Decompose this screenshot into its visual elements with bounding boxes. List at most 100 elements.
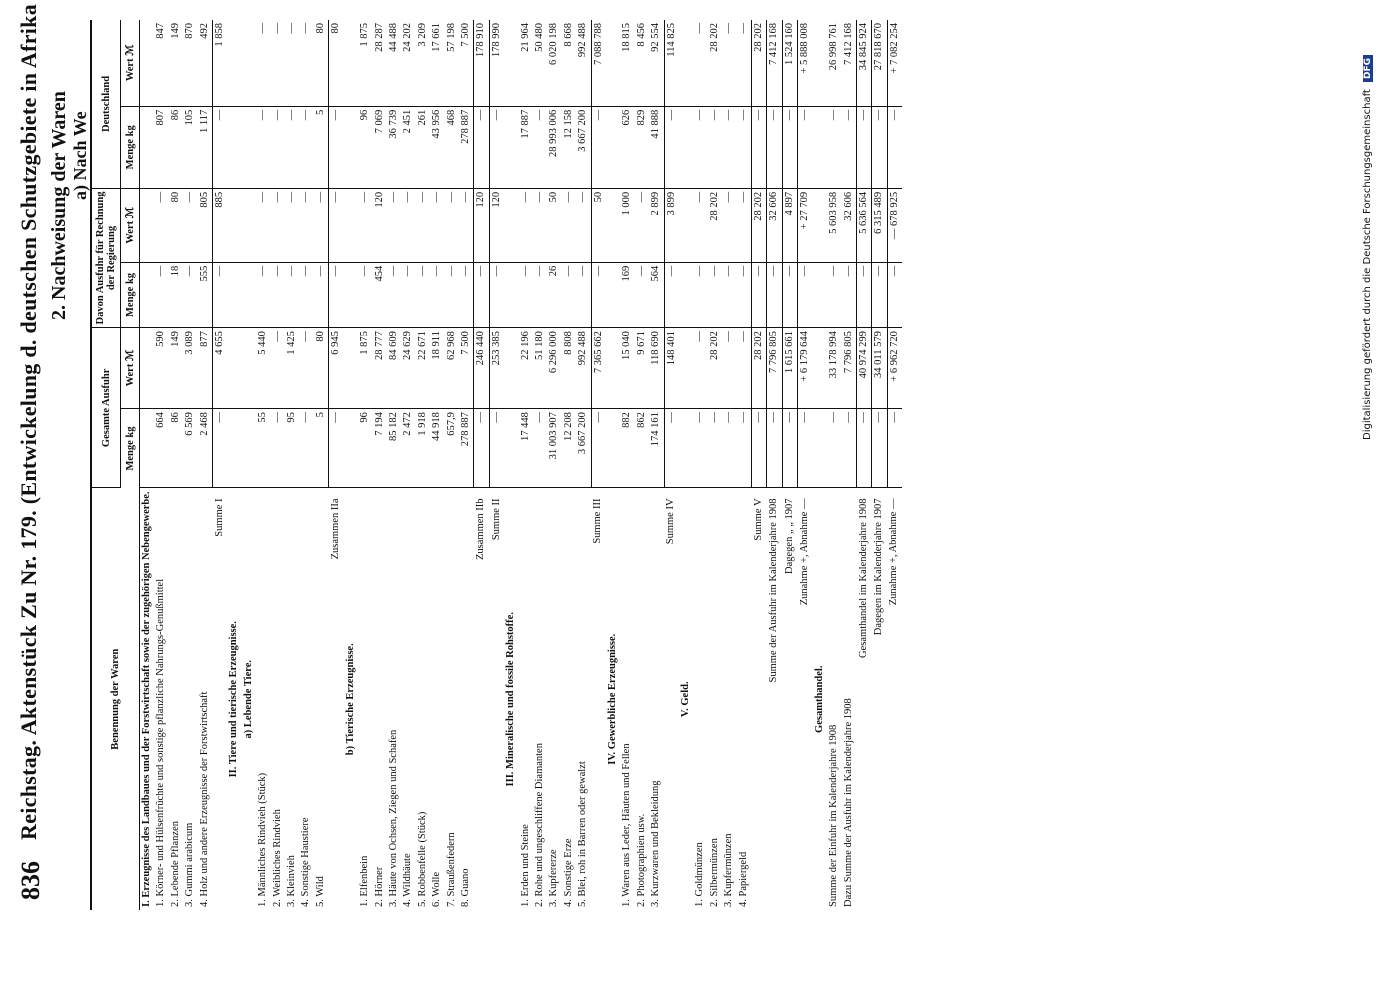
row-value: — (270, 106, 286, 189)
row-label: 3. Kupfererze (548, 849, 560, 907)
row-label: 1. Erden und Steine (519, 824, 531, 907)
row-value: 1 875 (358, 20, 373, 107)
row-value: — (664, 106, 680, 189)
sum-row: Gesamthandel im Kalenderjahre 1908—40 97… (856, 20, 872, 910)
row-label: Summe I (213, 498, 225, 537)
row-value: — (299, 188, 314, 263)
row-value: — (782, 106, 798, 189)
row-value: 7 500 (458, 327, 474, 409)
row-value: — (415, 262, 431, 328)
row-value: 7 412 168 (841, 20, 857, 107)
row-value: 7 796 805 (766, 327, 783, 409)
row-value: 24 202 (401, 20, 416, 107)
header-menge: Menge kg (120, 106, 140, 189)
row-value: + 6 179 644 (797, 327, 813, 409)
row-label: 1. Männliches Rindvieh (Stück) (257, 772, 269, 907)
row-value (606, 20, 621, 107)
row-value: — (328, 262, 344, 328)
row-label: Summe IV (665, 498, 677, 545)
row-value: — (299, 262, 314, 328)
row-value: 261 (415, 106, 431, 189)
row-value (241, 20, 257, 107)
section-heading-row: a) Lebende Tiere. (241, 20, 257, 910)
row-value: 95 (285, 408, 300, 488)
sum-row: Zunahme +, Abnahme — — + 6 962 720— — 678 9… (887, 20, 903, 910)
row-value: 18 815 (620, 20, 635, 107)
row-value (504, 262, 519, 328)
table-row: 3. Kleinvieh 95 1 425— — — — (285, 20, 300, 910)
row-value: — (591, 262, 606, 328)
section-heading-row: II. Tiere und tierische Erzeugnisse. (227, 20, 242, 910)
row-value: 7 412 168 (766, 20, 783, 107)
row-value: — (827, 262, 842, 328)
row-label: 2. Silbermünzen (708, 838, 720, 907)
table-row: Dazu Summe der Ausfuhr im Kalenderjahre … (841, 20, 857, 910)
row-value: 805 (197, 188, 213, 263)
row-value (139, 408, 155, 488)
row-value: — (722, 188, 737, 263)
row-value: 96 (358, 408, 373, 488)
table-row: 3. Häute von Ochsen, Ziegen und Schafen 8… (386, 20, 402, 910)
row-value: 1 117 (197, 106, 213, 189)
row-value: — (561, 188, 577, 263)
row-value: 2 472 (401, 408, 416, 488)
row-value: — (871, 106, 888, 189)
row-value: 178 990 (489, 20, 505, 107)
row-value (606, 327, 621, 409)
row-label: V. Geld. (680, 681, 692, 718)
row-value: — (871, 408, 888, 488)
row-value: — (518, 262, 533, 328)
row-value: — (532, 188, 548, 263)
row-value: 246 440 (473, 327, 490, 409)
row-label: 2. Weibliches Rindvieh (271, 809, 283, 907)
section-heading-row: III. Mineralische und fossile Rohstoffe. (504, 20, 519, 910)
row-label: 1. Elfenbein (359, 855, 371, 907)
row-value: — (154, 188, 169, 263)
row-label: 3. Kleinvieh (286, 855, 298, 907)
row-value: — (183, 262, 198, 328)
row-value: 7 088 788 (591, 20, 606, 107)
row-value: — (827, 408, 842, 488)
row-value: — (489, 106, 505, 189)
sum-row: Summe II —253 385—120—178 990 (489, 20, 505, 910)
row-value: — (489, 408, 505, 488)
row-value (241, 327, 257, 409)
row-value: 169 (620, 262, 635, 328)
row-value: — (782, 408, 798, 488)
row-value: 6 945 (328, 327, 344, 409)
row-value: — (299, 327, 314, 409)
row-value: — (707, 262, 723, 328)
row-value: — (736, 106, 752, 189)
row-value: — (736, 20, 752, 107)
row-value: — (256, 106, 271, 189)
row-label: 3. Gummi arabicum (184, 822, 196, 907)
sum-row: Summe IV —148 401—3 899—114 825 (664, 20, 680, 910)
table-row: 5. Robbenfelle (Stück) 1 918 22 671— —261 3 … (415, 20, 431, 910)
row-value: — (285, 20, 300, 107)
row-value: 50 (591, 188, 606, 263)
row-value: + 5 888 008 (797, 20, 813, 107)
row-value: 3 667 200 (576, 106, 592, 189)
row-value: 1 615 661 (782, 327, 798, 409)
row-value: 80 (328, 20, 344, 107)
header-menge: Menge kg (120, 262, 140, 328)
table-row: 1. Waren aus Leder, Häuten und Fellen 882… (620, 20, 635, 910)
table-row: 4. Holz und andere Erzeugnisse der Forst… (197, 20, 213, 910)
row-value: — (473, 106, 490, 189)
sum-row: Summe I —4 655—885—1 858 (212, 20, 228, 910)
row-value: — (766, 106, 783, 189)
row-label: 5. Blei, roh in Barren oder gewalzt (577, 761, 589, 907)
row-value: — (841, 262, 857, 328)
row-value: — (722, 20, 737, 107)
row-value: 120 (372, 188, 387, 263)
row-value: 178 910 (473, 20, 490, 107)
row-value: 807 (154, 106, 169, 189)
row-label: II. Tiere und tierische Erzeugnisse. (228, 621, 240, 778)
header-wert: Wert ℳ (120, 188, 140, 263)
row-value: 62 968 (444, 327, 459, 409)
page-header: 836 Reichstag. Aktenstück Zu Nr. 179. (E… (12, 0, 48, 900)
sum-row: Summe V —28 202—28 202—28 202 (751, 20, 767, 910)
row-value: 118 690 (649, 327, 665, 409)
row-value: 18 911 (430, 327, 445, 409)
row-value: 149 (168, 327, 184, 409)
